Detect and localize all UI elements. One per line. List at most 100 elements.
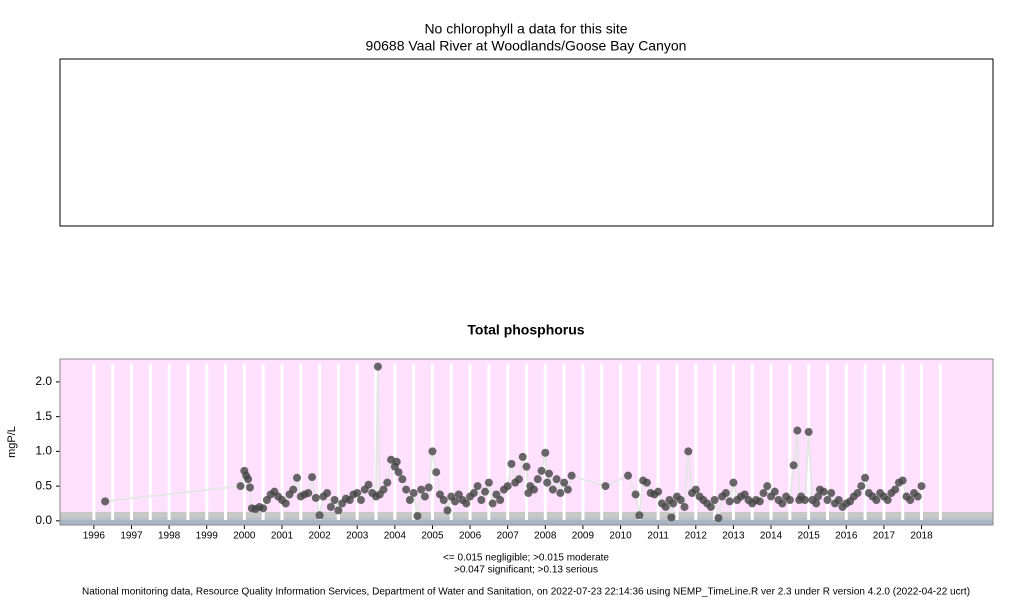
data-point: [420, 492, 429, 501]
data-point: [503, 482, 512, 491]
data-point: [451, 497, 460, 506]
data-point: [281, 499, 290, 508]
data-point: [383, 478, 392, 487]
data-point: [293, 473, 302, 482]
data-point: [667, 513, 676, 522]
data-point: [548, 485, 557, 494]
x-tick-label: 2005: [421, 531, 444, 542]
data-point: [364, 480, 373, 489]
data-point: [770, 487, 779, 496]
x-tick-label: 2004: [384, 531, 407, 542]
data-point: [812, 499, 821, 508]
data-point: [684, 447, 693, 456]
data-point: [424, 483, 433, 492]
x-tick-label: 2012: [685, 531, 708, 542]
data-point: [488, 499, 497, 508]
panel-title: No chlorophyll a data for this site: [424, 21, 627, 37]
data-point: [330, 495, 339, 504]
data-point: [789, 461, 798, 470]
note: <= 0.015 negligible; >0.015 moderate: [443, 553, 609, 564]
y-tick-label: 1.5: [35, 409, 52, 423]
data-point: [543, 478, 552, 487]
data-point: [642, 478, 651, 487]
data-point: [834, 495, 843, 504]
data-point: [545, 469, 554, 478]
data-point: [259, 504, 268, 513]
data-point: [522, 462, 531, 471]
x-tick-label: 1999: [196, 531, 219, 542]
data-point: [898, 476, 907, 485]
data-point: [729, 478, 738, 487]
data-point: [443, 506, 452, 515]
y-tick-label: 0.0: [35, 513, 52, 527]
footer: National monitoring data, Resource Quali…: [82, 587, 970, 598]
data-point: [304, 489, 313, 498]
data-point: [706, 502, 715, 511]
y-tick-label: 2.0: [35, 374, 52, 388]
data-point: [763, 482, 772, 491]
x-tick-label: 2001: [271, 531, 294, 542]
data-point: [861, 473, 870, 482]
data-point: [552, 475, 561, 484]
data-point: [101, 497, 110, 506]
data-point: [326, 502, 335, 511]
data-point: [560, 478, 569, 487]
y-tick-label: 1.0: [35, 444, 52, 458]
data-point: [563, 485, 572, 494]
data-point: [353, 489, 362, 498]
threshold-band: [60, 519, 993, 525]
note: >0.047 significant; >0.13 serious: [454, 565, 598, 576]
data-point: [691, 485, 700, 494]
data-point: [541, 448, 550, 457]
y-axis-label: mgP/L: [6, 426, 18, 458]
data-point: [398, 475, 407, 484]
data-point: [413, 511, 422, 520]
panel-subtitle: 90688 Vaal River at Woodlands/Goose Bay …: [366, 38, 687, 54]
data-point: [827, 489, 836, 498]
data-point: [661, 502, 670, 511]
data-point: [484, 478, 493, 487]
data-point: [462, 499, 471, 508]
data-point: [755, 497, 764, 506]
data-point: [417, 485, 426, 494]
data-point: [793, 426, 802, 435]
data-point: [409, 489, 418, 498]
data-point: [481, 487, 490, 496]
empty-panel: [59, 58, 994, 227]
data-point: [567, 471, 576, 480]
x-tick-label: 2016: [835, 531, 858, 542]
data-point: [514, 475, 523, 484]
data-point: [530, 485, 539, 494]
x-tick-label: 2017: [873, 531, 896, 542]
data-point: [323, 489, 332, 498]
data-point: [496, 495, 505, 504]
x-tick-label: 2000: [233, 531, 256, 542]
x-tick-label: 2003: [346, 531, 369, 542]
data-point: [473, 482, 482, 491]
data-point: [556, 489, 565, 498]
data-point: [635, 511, 644, 520]
data-point: [680, 502, 689, 511]
x-tick-label: 1998: [158, 531, 181, 542]
data-point: [428, 447, 437, 456]
data-point: [469, 489, 478, 498]
data-point: [245, 483, 254, 492]
data-point: [405, 495, 414, 504]
x-tick-label: 2018: [910, 531, 933, 542]
data-point: [439, 495, 448, 504]
data-point: [507, 459, 516, 468]
data-point: [334, 506, 343, 515]
data-point: [804, 427, 813, 436]
x-tick-label: 2015: [798, 531, 821, 542]
data-point: [518, 452, 527, 461]
data-point: [891, 485, 900, 494]
data-point: [308, 473, 317, 482]
data-point: [800, 495, 809, 504]
data-point: [654, 487, 663, 496]
x-tick-label: 2011: [647, 531, 669, 542]
x-tick-label: 2002: [308, 531, 331, 542]
data-point: [311, 493, 320, 502]
data-point: [819, 487, 828, 496]
data-point: [721, 489, 730, 498]
data-point: [289, 485, 298, 494]
